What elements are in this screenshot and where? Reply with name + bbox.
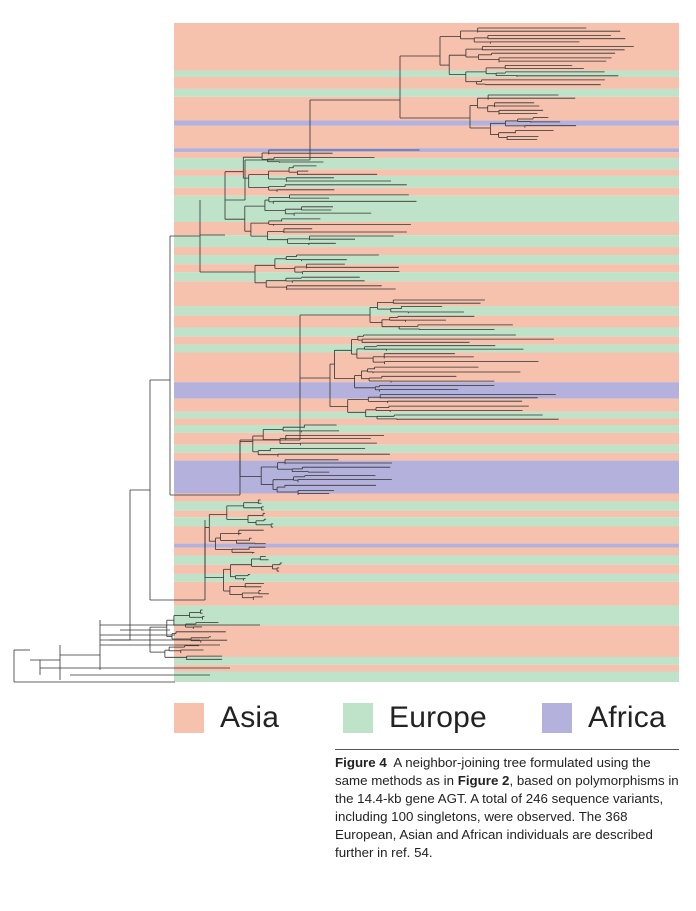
strip-africa	[174, 460, 679, 494]
strip-africa	[174, 120, 679, 126]
legend-item-africa: Africa	[542, 695, 666, 741]
strip-europe	[174, 656, 679, 665]
strip-asia	[174, 432, 679, 445]
strip-africa	[174, 543, 679, 548]
strip-europe	[174, 272, 679, 282]
legend-label-africa: Africa	[588, 701, 666, 734]
strip-asia	[174, 187, 679, 196]
strip-europe	[174, 671, 679, 682]
strip-europe	[174, 88, 679, 97]
caption-figure-ref: Figure 2	[457, 773, 510, 788]
legend-label-asia: Asia	[220, 701, 280, 734]
strip-europe	[174, 70, 679, 78]
strip-asia	[174, 169, 679, 176]
strip-asia	[174, 398, 679, 412]
strip-europe	[174, 444, 679, 453]
europe-swatch	[343, 703, 373, 733]
neighbor-joining-tree	[13, 23, 679, 683]
strip-europe	[174, 175, 679, 188]
strip-asia	[174, 493, 679, 502]
strip-asia	[174, 418, 679, 425]
strip-europe	[174, 195, 679, 223]
strip-africa	[174, 382, 679, 399]
strip-asia	[174, 564, 679, 574]
strip-europe	[174, 424, 679, 433]
legend-label-europe: Europe	[389, 701, 487, 734]
strip-asia	[174, 281, 679, 307]
strip-europe	[174, 327, 679, 337]
strip-europe	[174, 235, 679, 248]
strip-asia	[174, 315, 679, 328]
strip-europe	[174, 344, 679, 353]
strip-asia	[174, 247, 679, 255]
caption-text-1: A neighbor-joining tree formulated using…	[335, 755, 651, 788]
strip-asia	[174, 510, 679, 518]
caption-text-2: , based on polymorphisms in the 14.4-kb …	[335, 773, 679, 860]
strip-asia	[174, 77, 679, 89]
strip-asia	[174, 526, 679, 544]
strip-europe	[174, 254, 679, 265]
strip-asia	[174, 152, 679, 159]
strip-asia	[174, 125, 679, 149]
strip-europe	[174, 555, 679, 565]
strip-asia	[174, 625, 679, 657]
strip-africa	[174, 148, 679, 153]
strip-asia	[174, 452, 679, 461]
strip-asia	[174, 264, 679, 273]
caption-label: Figure 4	[335, 755, 387, 770]
population-strips	[174, 23, 679, 682]
strip-asia	[174, 222, 679, 236]
figure-caption: Figure 4 A neighbor-joining tree formula…	[335, 749, 679, 862]
strip-asia	[174, 547, 679, 556]
tree-branches	[13, 27, 634, 683]
strip-asia	[174, 96, 679, 121]
strip-europe	[174, 501, 679, 511]
strip-europe	[174, 573, 679, 582]
strip-asia	[174, 581, 679, 606]
legend-item-europe: Europe	[343, 695, 487, 741]
strip-asia	[174, 336, 679, 345]
phylogenetic-tree-figure	[13, 23, 679, 683]
strip-asia	[174, 664, 679, 672]
region-legend: Asia Europe Africa	[0, 695, 696, 741]
asia-swatch	[174, 703, 204, 733]
strip-europe	[174, 306, 679, 316]
strip-europe	[174, 158, 679, 170]
strip-europe	[174, 517, 679, 527]
legend-item-asia: Asia	[174, 695, 279, 741]
strip-europe	[174, 605, 679, 626]
africa-swatch	[542, 703, 572, 733]
